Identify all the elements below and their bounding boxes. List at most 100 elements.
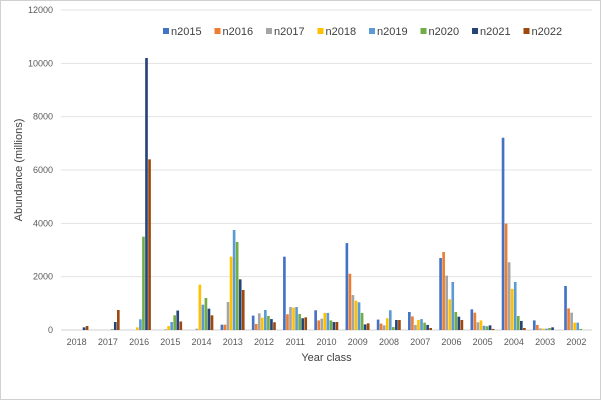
bar-n2016-2004 — [504, 223, 508, 330]
bar-n2020-2010 — [329, 320, 333, 330]
legend-label-n2015: n2015 — [171, 26, 202, 38]
y-tick-label: 4000 — [33, 218, 53, 228]
bar-n2016-2009 — [348, 273, 352, 330]
x-tick-label: 2012 — [254, 337, 274, 347]
bar-n2017-2004 — [507, 262, 511, 330]
bar-n2021-2016 — [145, 58, 148, 330]
bar-n2017-2010 — [320, 318, 324, 330]
bar-n2021-2013 — [238, 279, 242, 330]
bar-n2016-2003 — [536, 324, 539, 330]
bar-n2019-2004 — [513, 282, 517, 330]
bar-n2018-2005 — [479, 320, 483, 330]
bar-n2020-2013 — [235, 242, 239, 330]
bar-n2017-2006 — [445, 275, 448, 330]
legend-swatch-n2021 — [472, 28, 478, 34]
bar-n2018-2011 — [292, 307, 295, 330]
bar-n2020-2011 — [298, 314, 301, 330]
x-tick-label: 2010 — [316, 337, 336, 347]
bar-n2022-2014 — [210, 315, 214, 330]
x-tick-label: 2004 — [504, 337, 524, 347]
bar-n2020-2012 — [267, 316, 270, 330]
bar-n2021-2006 — [457, 316, 461, 330]
x-tick-label: 2007 — [410, 337, 430, 347]
x-tick-label: 2016 — [129, 337, 149, 347]
x-tick-label: 2018 — [67, 337, 87, 347]
x-tick-label: 2006 — [441, 337, 461, 347]
bar-n2019-2005 — [482, 325, 486, 330]
y-tick-label: 12000 — [28, 5, 53, 15]
bar-n2022-2013 — [241, 290, 245, 330]
bar-n2016-2012 — [254, 324, 258, 330]
bar-n2016-2002 — [567, 308, 570, 330]
bar-n2022-2015 — [179, 321, 183, 330]
legend-label-n2016: n2016 — [223, 26, 254, 38]
bar-n2018-2010 — [323, 312, 327, 330]
bar-n2021-2008 — [395, 320, 398, 330]
bar-n2019-2013 — [232, 230, 236, 330]
bar-n2021-2012 — [270, 319, 273, 330]
legend-swatch-n2016 — [214, 28, 221, 34]
legend-swatch-n2017 — [266, 28, 272, 34]
bar-n2022-2006 — [460, 320, 464, 330]
bar-n2021-2015 — [176, 310, 180, 330]
bar-n2021-2005 — [488, 325, 492, 330]
bar-n2015-2012 — [251, 315, 255, 330]
legend-label-n2017: n2017 — [274, 26, 305, 38]
legend-label-n2019: n2019 — [377, 26, 408, 38]
bar-n2015-2006 — [439, 258, 442, 330]
bar-n2019-2010 — [326, 312, 330, 330]
y-axis-title: Abundance (millions) — [13, 119, 25, 222]
bar-n2019-2002 — [576, 322, 580, 330]
bar-n2019-2006 — [451, 282, 455, 330]
bar-n2017-2008 — [382, 325, 386, 330]
bar-n2022-2008 — [398, 320, 401, 330]
legend-swatch-n2019 — [369, 28, 375, 34]
legend-swatch-n2022 — [523, 28, 530, 34]
bar-n2019-2009 — [357, 302, 361, 330]
legend-swatch-n2015 — [163, 28, 169, 34]
bar-n2020-2004 — [516, 316, 520, 330]
bar-n2021-2014 — [207, 308, 211, 330]
bar-n2020-2009 — [360, 312, 364, 330]
bar-n2017-2012 — [257, 313, 261, 330]
bar-n2022-2012 — [273, 322, 276, 330]
bar-n2022-2004 — [523, 328, 526, 330]
bar-n2022-2011 — [304, 317, 308, 330]
bar-n2016-2007 — [411, 316, 414, 330]
bar-n2018-2003 — [542, 328, 545, 330]
bar-n2017-2011 — [289, 307, 292, 330]
bar-n2018-2009 — [354, 300, 358, 330]
bar-n2022-2005 — [491, 328, 495, 330]
bar-n2021-2017 — [113, 322, 117, 330]
bar-n2018-2002 — [573, 322, 576, 330]
bar-n2019-2011 — [295, 307, 298, 330]
legend-label-n2022: n2022 — [532, 26, 563, 38]
bar-n2020-2017 — [110, 329, 114, 330]
bar-n2020-2016 — [142, 236, 145, 330]
bar-n2015-2005 — [470, 309, 474, 330]
bar-n2021-2004 — [520, 320, 523, 330]
bar-n2015-2007 — [408, 312, 411, 330]
bar-n2018-2015 — [167, 326, 170, 330]
bar-n2016-2013 — [223, 324, 227, 330]
bar-n2020-2007 — [423, 322, 426, 330]
bar-n2018-2004 — [510, 288, 514, 330]
y-tick-label: 8000 — [33, 112, 53, 122]
bar-n2016-2005 — [473, 312, 477, 330]
bar-n2016-2006 — [442, 252, 445, 330]
x-axis-title: Year class — [301, 352, 352, 364]
bar-n2018-2006 — [448, 299, 452, 330]
bar-n2022-2010 — [335, 322, 339, 330]
bar-n2018-2007 — [417, 320, 420, 330]
bar-n2015-2002 — [564, 286, 567, 330]
bar-n2021-2011 — [301, 318, 305, 330]
x-tick-label: 2015 — [160, 337, 180, 347]
bar-n2018-2016 — [136, 327, 139, 330]
x-tick-label: 2011 — [286, 337, 305, 347]
bar-n2019-2007 — [420, 319, 423, 330]
bar-n2021-2010 — [332, 322, 336, 330]
bar-n2020-2005 — [485, 326, 489, 330]
bar-n2017-2003 — [539, 328, 542, 330]
bar-n2017-2005 — [476, 322, 480, 330]
bar-n2015-2004 — [501, 137, 505, 330]
